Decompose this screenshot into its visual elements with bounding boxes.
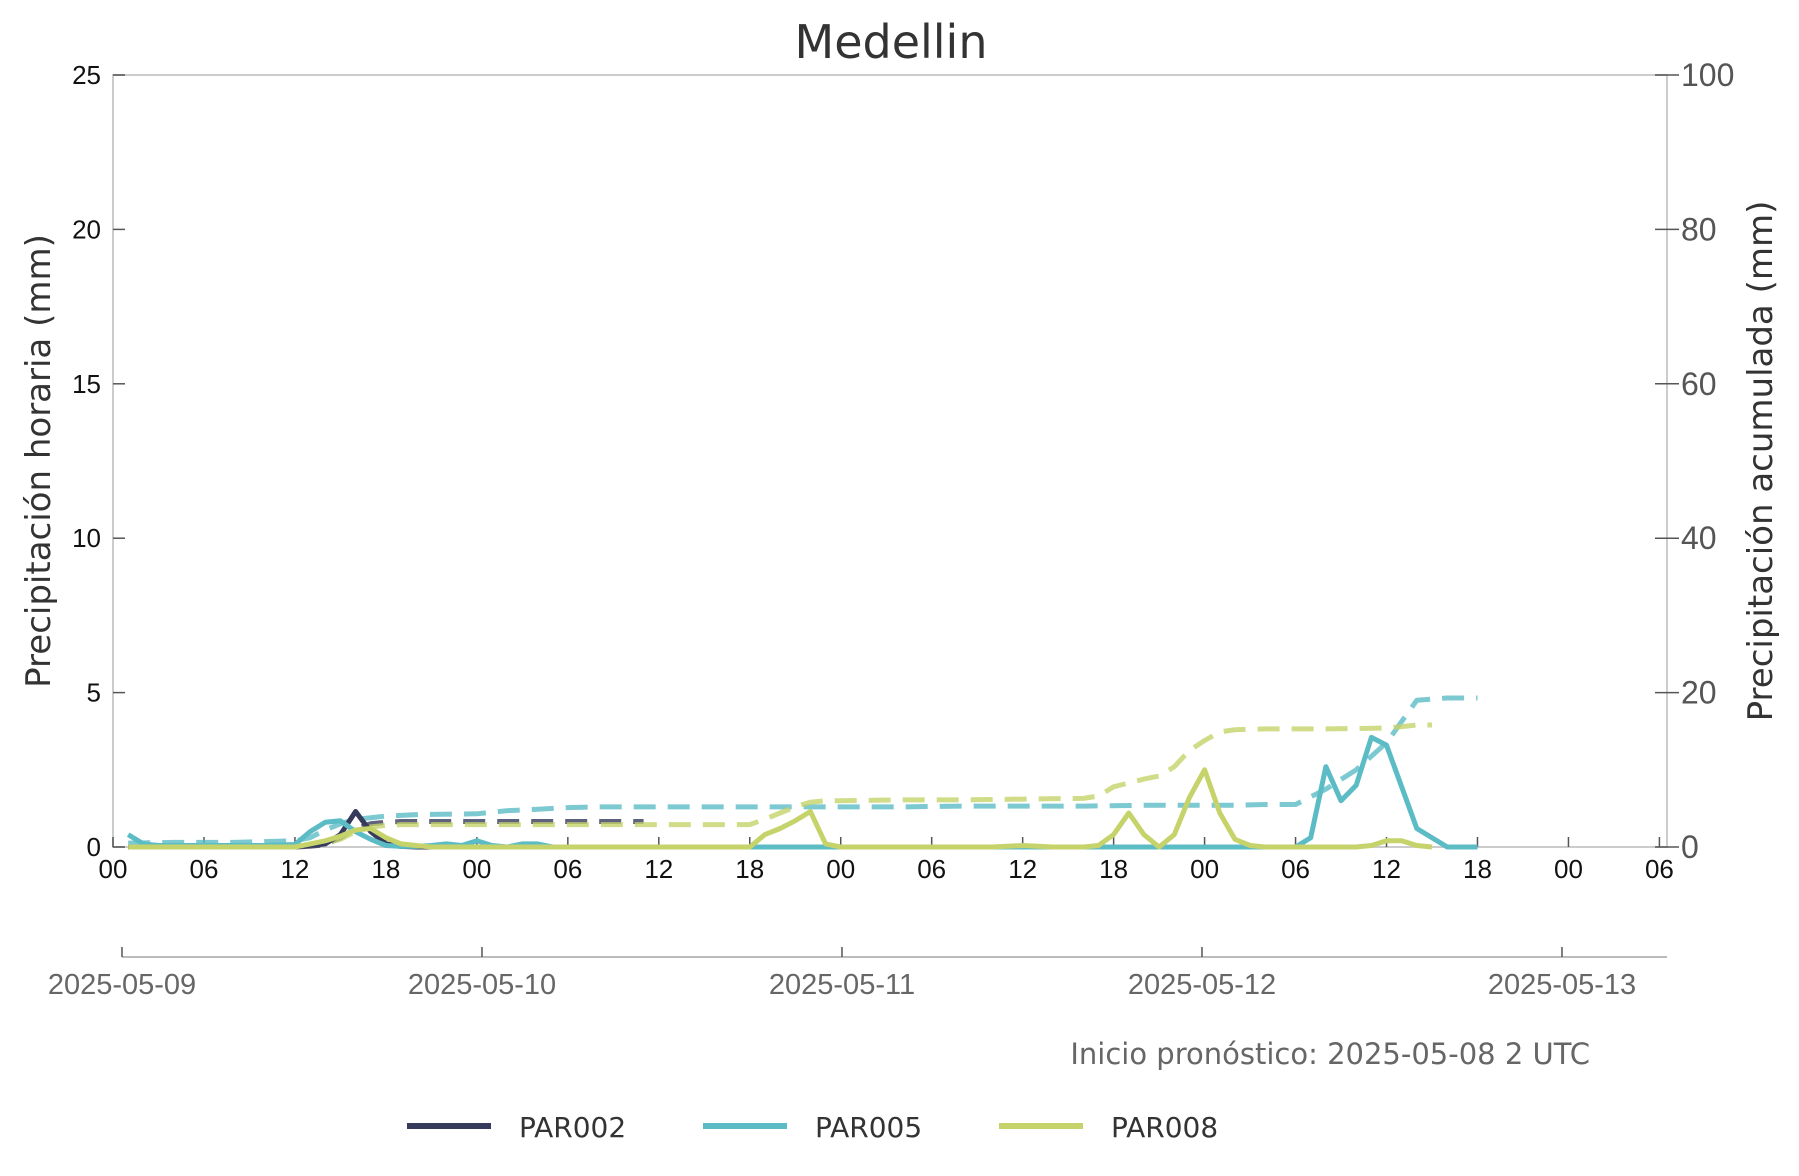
- legend: PAR002 PAR005 PAR008: [407, 1111, 1218, 1144]
- right-tick-label: 0: [1681, 829, 1699, 865]
- series-layer: [126, 695, 1478, 850]
- chart-title: Medellin: [795, 15, 988, 69]
- right-axis-label: Precipitación acumulada (mm): [1741, 201, 1781, 722]
- cumulative-line-par008: [128, 722, 1432, 850]
- plot-frame: [112, 74, 1668, 848]
- hour-tick-label: 18: [1463, 854, 1492, 884]
- hour-tick-label: 06: [917, 854, 946, 884]
- right-tick-label: 60: [1681, 366, 1717, 402]
- left-tick-label: 0: [87, 832, 101, 862]
- right-tick-label: 80: [1681, 211, 1717, 247]
- hour-tick-label: 12: [644, 854, 673, 884]
- left-tick-label: 25: [72, 60, 101, 90]
- hour-tick-label: 00: [462, 854, 491, 884]
- hour-axis-ticks: 00 06 12 18 00 06 12 18 00 06 12 18 00 06 12 18 00 06: [99, 837, 1674, 884]
- left-axis-ticks: 0 5 10 15 20 25: [72, 60, 125, 862]
- hour-tick-label: 06: [190, 854, 219, 884]
- hourly-line-par008: [128, 767, 1433, 850]
- hour-tick-label: 06: [1645, 854, 1674, 884]
- date-tick-label: 2025-05-11: [769, 969, 915, 1001]
- left-tick-label: 5: [87, 678, 101, 708]
- hourly-line-par005: [126, 734, 1478, 850]
- date-tick-label: 2025-05-10: [408, 969, 556, 1001]
- hour-tick-label: 06: [1281, 854, 1310, 884]
- legend-label-par002: PAR002: [519, 1111, 626, 1144]
- left-tick-label: 15: [72, 369, 101, 399]
- right-tick-label: 100: [1681, 57, 1734, 93]
- date-tick-label: 2025-05-09: [48, 969, 196, 1001]
- hour-tick-label: 18: [735, 854, 764, 884]
- hour-tick-label: 18: [1099, 854, 1128, 884]
- left-axis-label: Precipitación horaria (mm): [19, 234, 59, 688]
- hour-tick-label: 00: [826, 854, 855, 884]
- hour-tick-label: 18: [371, 854, 400, 884]
- hour-tick-label: 06: [553, 854, 582, 884]
- legend-label-par008: PAR008: [1111, 1111, 1218, 1144]
- hour-tick-label: 00: [99, 854, 128, 884]
- cumulative-line-par005: [128, 695, 1478, 846]
- right-tick-label: 20: [1681, 675, 1717, 711]
- legend-label-par005: PAR005: [815, 1111, 922, 1144]
- date-tick-label: 2025-05-13: [1488, 969, 1636, 1001]
- left-tick-label: 20: [72, 214, 101, 244]
- date-axis: 2025-05-09 2025-05-10 2025-05-11 2025-05-12…: [48, 947, 1667, 1001]
- right-tick-label: 40: [1681, 520, 1717, 556]
- right-axis-ticks: 0 20 40 60 80 100: [1655, 57, 1734, 865]
- hour-tick-label: 00: [1190, 854, 1219, 884]
- hour-tick-label: 12: [1372, 854, 1401, 884]
- hour-tick-label: 12: [1008, 854, 1037, 884]
- hour-tick-label: 00: [1554, 854, 1583, 884]
- left-tick-label: 10: [72, 523, 101, 553]
- hour-tick-label: 12: [280, 854, 309, 884]
- forecast-init-label: Inicio pronóstico: 2025-05-08 2 UTC: [1070, 1037, 1590, 1071]
- date-tick-label: 2025-05-12: [1128, 969, 1276, 1001]
